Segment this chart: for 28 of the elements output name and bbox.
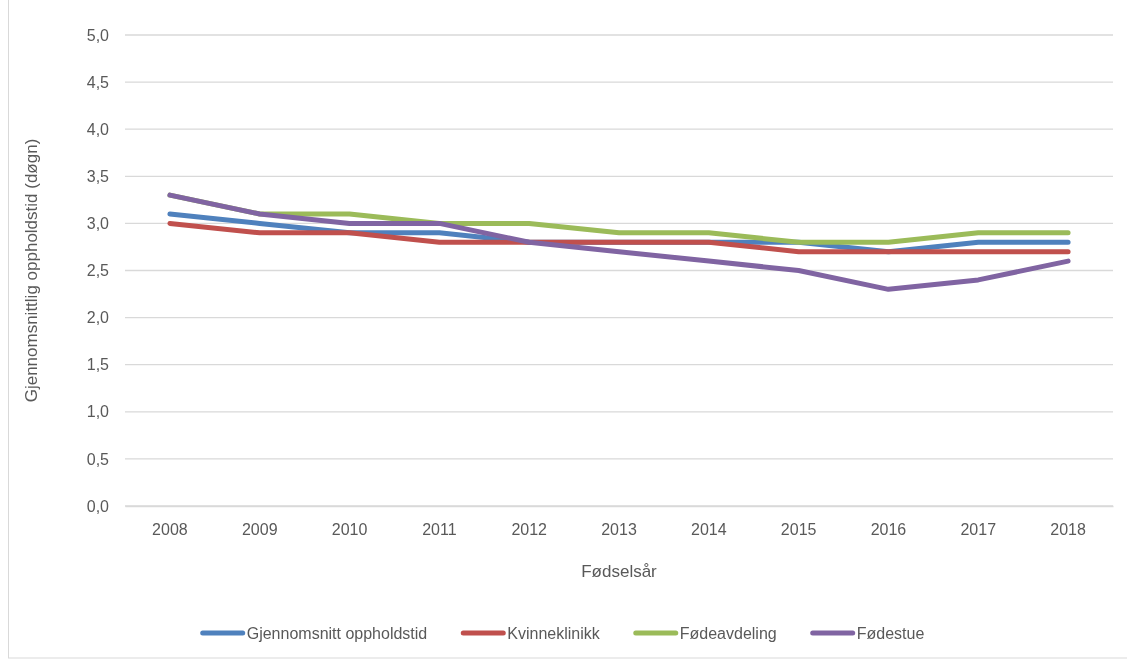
y-tick-label: 5,0 — [86, 26, 110, 44]
x-tick-label: 2011 — [422, 521, 457, 539]
x-tick-label: 2013 — [601, 521, 637, 539]
x-tick-label: 2017 — [960, 521, 997, 539]
y-tick-label: 2,0 — [86, 309, 110, 327]
x-tick-label: 2008 — [152, 521, 188, 539]
y-tick-label: 3,5 — [86, 167, 110, 185]
y-tick-label: 4,0 — [86, 120, 110, 138]
x-tick-label: 2012 — [511, 521, 548, 539]
x-tick-label: 2009 — [241, 521, 278, 539]
x-tick-label: 2010 — [331, 521, 368, 539]
x-tick-label: 2014 — [691, 521, 727, 539]
x-tick-label: 2015 — [780, 521, 817, 539]
x-tick-label: 2018 — [1050, 521, 1086, 539]
y-tick-label: 0,0 — [86, 497, 110, 515]
legend-label: Gjennomsnitt oppholdstid — [246, 625, 428, 642]
y-tick-label: 3,0 — [86, 215, 110, 233]
x-tick-label: 2016 — [870, 521, 907, 539]
legend-label: Kvinneklinikk — [507, 625, 601, 642]
legend-label: Fødeavdeling — [679, 625, 777, 642]
y-tick-label: 4,5 — [86, 73, 110, 91]
y-tick-label: 1,5 — [86, 356, 110, 374]
y-axis-title: Gjennomsnittlig oppholdstid (døgn) — [22, 138, 41, 403]
y-tick-label: 0,5 — [86, 450, 110, 468]
y-tick-label: 1,0 — [86, 403, 110, 421]
x-axis-title: Fødselsår — [581, 562, 658, 581]
y-tick-label: 2,5 — [86, 262, 110, 280]
legend-label: Fødestue — [856, 625, 925, 642]
